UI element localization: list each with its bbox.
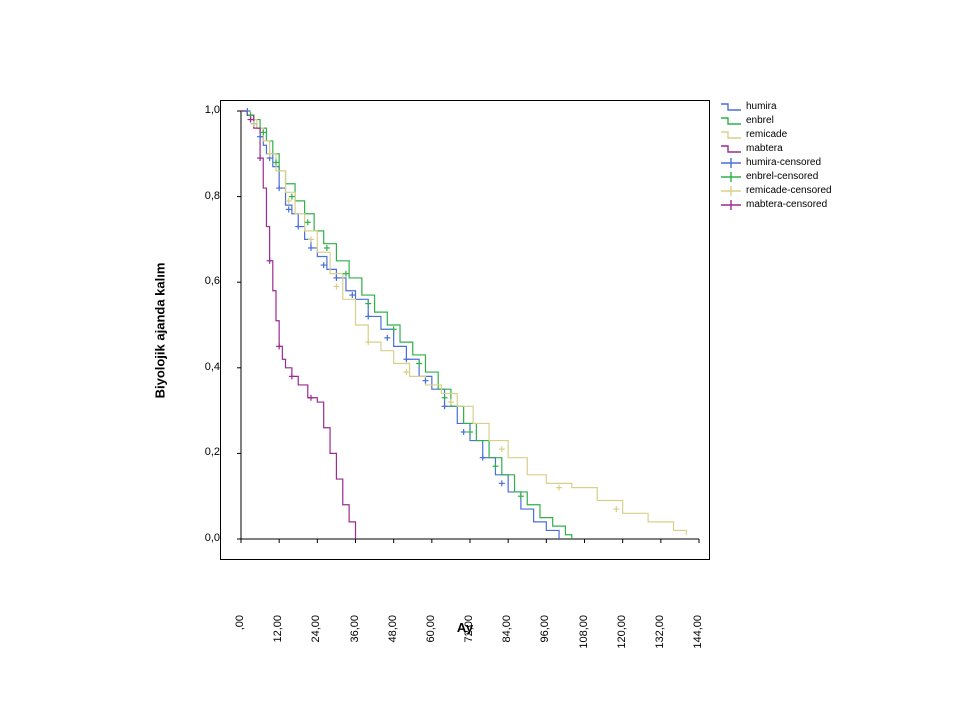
censored-marker xyxy=(365,313,371,319)
censored-marker xyxy=(286,206,292,212)
censored-marker xyxy=(324,245,330,251)
censored-marker xyxy=(289,194,295,200)
y-axis-title-text: Biyolojik ajanda kalım xyxy=(153,262,168,398)
censored-marker xyxy=(305,219,311,225)
legend-item: mabtera xyxy=(720,142,832,156)
censored-marker xyxy=(422,378,428,384)
censored-marker xyxy=(442,403,448,409)
censored-marker xyxy=(289,373,295,379)
censored-marker xyxy=(333,275,339,281)
censored-marker xyxy=(461,429,467,435)
censored-marker xyxy=(518,493,524,499)
plus-marker-icon xyxy=(720,199,742,211)
censored-marker xyxy=(442,395,448,401)
x-axis-ticks: ,0012,0024,0036,0048,0060,0072,0084,0096… xyxy=(220,565,710,625)
legend: humiraenbrelremicademabterahumira-censor… xyxy=(720,100,832,212)
y-tick-label: 0,4 xyxy=(180,361,220,373)
censored-marker xyxy=(365,339,371,345)
censored-marker xyxy=(267,151,273,157)
legend-label: mabtera-censored xyxy=(746,198,827,212)
series-line xyxy=(241,111,572,539)
plus-marker-icon xyxy=(720,157,742,169)
y-axis-ticks: 0,0 0,2 0,4 0,6 0,8 1,0 xyxy=(175,100,220,560)
y-tick-label: 0,6 xyxy=(180,275,220,287)
censored-marker xyxy=(613,506,619,512)
line-swatch-icon xyxy=(720,143,742,155)
censored-marker xyxy=(267,258,273,264)
censored-marker xyxy=(244,108,250,114)
legend-label: mabtera xyxy=(746,142,783,156)
censored-marker xyxy=(333,283,339,289)
censored-marker xyxy=(448,399,454,405)
legend-item: enbrel xyxy=(720,114,832,128)
censored-marker xyxy=(276,343,282,349)
legend-label: humira xyxy=(746,100,777,114)
legend-item: enbrel-censored xyxy=(720,170,832,184)
legend-label: remicade-censored xyxy=(746,184,832,198)
plus-marker-icon xyxy=(720,171,742,183)
censored-marker xyxy=(403,369,409,375)
legend-label: remicade xyxy=(746,128,787,142)
censored-marker xyxy=(251,121,257,127)
legend-label: enbrel xyxy=(746,114,774,128)
censored-marker xyxy=(365,301,371,307)
censored-marker xyxy=(391,326,397,332)
censored-marker xyxy=(499,480,505,486)
censored-marker xyxy=(308,395,314,401)
censored-marker xyxy=(257,155,263,161)
series-line xyxy=(241,111,686,535)
censored-marker xyxy=(273,159,279,165)
censored-marker xyxy=(248,117,254,123)
plot-svg xyxy=(221,101,709,559)
censored-marker xyxy=(384,335,390,341)
censored-marker xyxy=(416,361,422,367)
legend-label: enbrel-censored xyxy=(746,170,818,184)
x-axis-title: Ay xyxy=(220,620,710,635)
y-tick-label: 1,0 xyxy=(180,104,220,116)
censored-marker xyxy=(499,446,505,452)
censored-marker xyxy=(492,463,498,469)
censored-marker xyxy=(308,245,314,251)
censored-marker xyxy=(321,262,327,268)
line-swatch-icon xyxy=(720,101,742,113)
censored-marker xyxy=(286,198,292,204)
censored-marker xyxy=(343,271,349,277)
plot-area xyxy=(220,100,710,560)
legend-item: humira xyxy=(720,100,832,114)
censored-marker xyxy=(556,485,562,491)
line-swatch-icon xyxy=(720,115,742,127)
censored-marker xyxy=(467,429,473,435)
series-line xyxy=(241,111,356,539)
legend-label: humira-censored xyxy=(746,156,821,170)
censored-marker xyxy=(295,224,301,230)
legend-item: humira-censored xyxy=(720,156,832,170)
legend-item: mabtera-censored xyxy=(720,198,832,212)
censored-marker xyxy=(480,455,486,461)
plus-marker-icon xyxy=(720,185,742,197)
x-axis-title-text: Ay xyxy=(457,620,473,635)
censored-marker xyxy=(403,356,409,362)
y-tick-label: 0,2 xyxy=(180,446,220,458)
censored-marker xyxy=(276,185,282,191)
censored-marker xyxy=(308,236,314,242)
survival-chart: Biyolojik ajanda kalım 0,0 0,2 0,4 0,6 0,8 1,… xyxy=(150,90,870,650)
censored-marker xyxy=(257,134,263,140)
y-axis-title: Biyolojik ajanda kalım xyxy=(150,100,170,560)
censored-marker xyxy=(349,292,355,298)
legend-item: remicade xyxy=(720,128,832,142)
legend-item: remicade-censored xyxy=(720,184,832,198)
censored-marker xyxy=(260,129,266,135)
line-swatch-icon xyxy=(720,129,742,141)
y-tick-label: 0,0 xyxy=(180,532,220,544)
y-tick-label: 0,8 xyxy=(180,190,220,202)
